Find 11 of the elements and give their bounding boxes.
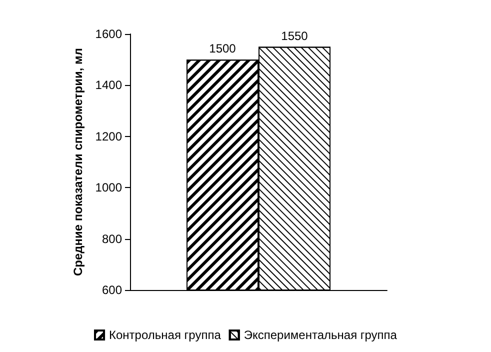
- y-tick-label: 1200: [95, 129, 122, 144]
- data-label: 1550: [281, 28, 308, 43]
- y-tick-label: 1400: [95, 78, 122, 92]
- legend-label: Контрольная группа: [109, 328, 222, 342]
- y-tick-label: 1600: [95, 27, 122, 41]
- y-axis-title: Средние показатели спирометрии, мл: [71, 48, 85, 276]
- legend-label: Экспериментальная группа: [244, 328, 398, 342]
- y-tick-label: 1000: [95, 180, 122, 195]
- y-tick-label: 600: [102, 283, 122, 297]
- data-label: 1500: [209, 42, 236, 56]
- y-tick-label: 800: [102, 232, 122, 246]
